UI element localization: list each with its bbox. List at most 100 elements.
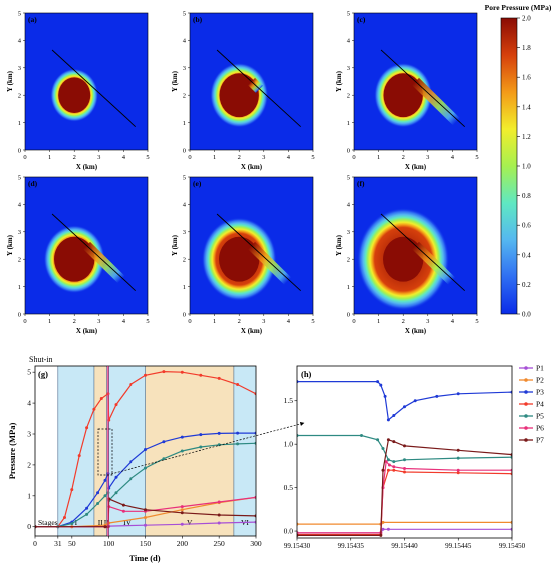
- data-point-p4: [63, 516, 66, 519]
- data-point-p5: [403, 458, 406, 462]
- data-point-p4: [180, 370, 184, 374]
- map-x-tick-label: 3: [426, 318, 429, 325]
- stage-band: [108, 366, 146, 536]
- zoom-box: [97, 428, 113, 476]
- map-y-tick-label: 1: [183, 120, 186, 127]
- stage-band-pre: [35, 366, 58, 536]
- map-y-tick-label: 5: [18, 10, 21, 17]
- injection-zone: [219, 236, 260, 282]
- map-xlabel: X (km): [405, 163, 427, 171]
- colorbar-tick-label: 1.6: [522, 74, 531, 82]
- legend-label-p6: P6: [536, 424, 544, 433]
- data-point-p3: [217, 431, 221, 435]
- map-x-tick-label: 2: [73, 154, 76, 161]
- data-point-p5: [456, 456, 460, 460]
- data-point-p5: [96, 502, 100, 505]
- data-point-p4: [144, 373, 147, 377]
- data-point-p7: [392, 440, 396, 444]
- map-x-tick-label: 1: [377, 154, 380, 161]
- map-y-tick-label: 4: [347, 202, 351, 209]
- data-point-p5: [129, 477, 133, 481]
- data-point-p5: [144, 466, 147, 470]
- x-tick-label: 100: [103, 539, 115, 548]
- x-tick-label: 250: [214, 539, 226, 548]
- data-point-p2: [144, 516, 147, 519]
- x-tick-label: 99.15450: [499, 542, 526, 550]
- data-point-p1: [180, 522, 184, 526]
- map-xlabel: X (km): [405, 327, 427, 335]
- map-y-tick-label: 0: [347, 147, 350, 154]
- data-point-p3: [114, 475, 118, 479]
- map-panel: (d) 00 1 1 2 2 3 3 4 4 5 5 X (km) Y (km): [6, 174, 150, 335]
- map-y-tick-label: 0: [18, 311, 21, 318]
- map-y-tick-label: 1: [18, 120, 21, 127]
- x-tick-label: 99.15445: [445, 542, 472, 550]
- map-x-tick-label: 5: [475, 318, 478, 325]
- data-point-p1: [381, 527, 385, 531]
- map-y-tick-label: 5: [183, 10, 186, 17]
- colorbar-tick-label: 1.2: [522, 133, 531, 141]
- data-point-p6: [403, 467, 406, 470]
- data-point-p7: [121, 503, 125, 507]
- map-xlabel: X (km): [76, 163, 98, 171]
- data-point-p4: [70, 488, 74, 492]
- map-ylabel: Y (km): [335, 234, 343, 256]
- stage-band: [233, 366, 256, 536]
- map-panel: (c) 00 1 1 2 2 3 3 4 4 5 5 X (km) Y (km): [335, 10, 479, 171]
- map-x-tick-label: 0: [352, 318, 355, 325]
- map-y-tick-label: 0: [183, 311, 186, 318]
- data-point-p4: [85, 426, 89, 430]
- map-frame: [353, 176, 478, 315]
- map-x-tick-label: 2: [238, 318, 241, 325]
- map-y-tick-label: 2: [183, 257, 186, 264]
- injection-zone: [219, 73, 259, 118]
- map-xlabel: X (km): [241, 327, 263, 335]
- y-tick-label: 0.5: [284, 483, 294, 492]
- map-frame: [189, 12, 314, 151]
- stage-label: IV: [123, 518, 131, 527]
- data-point-p6: [456, 468, 460, 472]
- map-panel: (e) 00 1 1 2 2 3 3 4 4 5 5 X (km) Y (km): [171, 174, 315, 335]
- chart-g-ylabel: Pressure (MPa): [7, 423, 17, 480]
- data-point-p7: [217, 513, 221, 517]
- data-point-p5: [199, 445, 203, 449]
- data-point-p4: [392, 468, 396, 472]
- map-y-tick-label: 3: [347, 65, 350, 72]
- map-panel-label: (c): [357, 15, 366, 24]
- map-x-tick-label: 1: [377, 318, 380, 325]
- data-point-p7: [180, 511, 184, 515]
- map-xlabel: X (km): [76, 327, 98, 335]
- data-point-p3: [85, 506, 89, 510]
- colorbar-tick-label: 0.0: [522, 311, 531, 319]
- y-tick-label: 1.0: [284, 440, 294, 449]
- fault-line: [380, 213, 466, 292]
- data-point-p3: [199, 433, 203, 437]
- x-tick-label: 200: [177, 539, 189, 548]
- axes-g: 0 31 50 100 150 200 250 300 0 1 2 3 4 5: [27, 366, 262, 548]
- y-tick-label: 3: [27, 430, 31, 439]
- shut-in-annotation: Shut-in: [29, 355, 53, 364]
- map-y-tick-label: 1: [347, 284, 350, 291]
- map-y-tick-label: 1: [347, 120, 350, 127]
- map-y-tick-label: 2: [18, 257, 21, 264]
- map-y-tick-label: 5: [347, 10, 350, 17]
- map-x-tick-label: 5: [146, 318, 149, 325]
- colorbar-title: Pore Pressure (MPa): [485, 3, 552, 12]
- data-point-p6: [217, 500, 221, 504]
- data-point-p1: [386, 527, 390, 531]
- data-point-p3: [144, 448, 147, 451]
- data-point-p6: [384, 460, 388, 464]
- data-point-p3: [413, 399, 417, 403]
- fault-line: [380, 49, 466, 128]
- data-point-p7: [379, 533, 383, 537]
- map-panel: (a) 00 1 1 2 2 3 3 4 4 5 5 X (km) Y (km): [6, 10, 150, 171]
- data-point-p1: [144, 523, 147, 527]
- x-tick-label: 99.15430: [284, 542, 311, 550]
- x-tick-label: 300: [250, 539, 262, 548]
- legend-label-p4: P4: [536, 400, 544, 409]
- data-point-p3: [236, 431, 240, 435]
- data-point-p3: [435, 394, 439, 398]
- map-x-tick-label: 1: [48, 318, 51, 325]
- map-x-tick-label: 0: [188, 318, 191, 325]
- map-y-tick-label: 4: [183, 202, 187, 209]
